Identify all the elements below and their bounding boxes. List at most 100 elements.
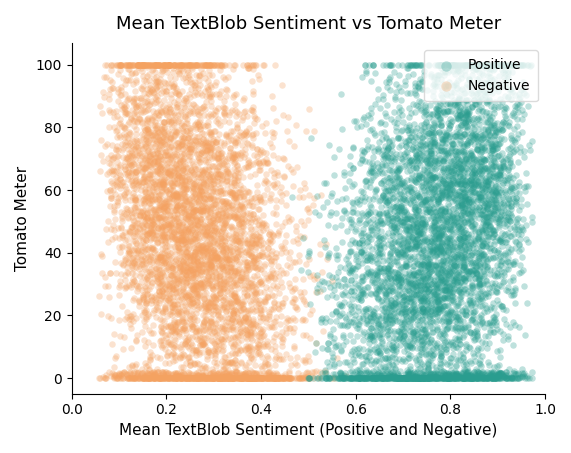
Negative [264, 375, 273, 382]
Negative [209, 227, 218, 234]
Positive [449, 61, 459, 68]
Positive [419, 184, 428, 191]
Negative [202, 334, 211, 342]
Negative [195, 171, 204, 178]
Positive [327, 292, 336, 299]
Negative [176, 62, 186, 69]
Positive [480, 130, 489, 138]
Positive [461, 155, 470, 163]
Positive [472, 146, 481, 153]
Positive [339, 322, 348, 329]
Positive [503, 209, 512, 216]
Negative [200, 299, 210, 306]
Negative [210, 226, 219, 234]
Positive [431, 165, 440, 173]
Positive [401, 259, 410, 266]
Positive [361, 366, 370, 373]
Positive [518, 61, 527, 68]
Positive [329, 325, 338, 333]
Positive [453, 375, 462, 382]
Positive [515, 240, 524, 247]
Positive [425, 248, 434, 255]
Negative [176, 227, 185, 235]
Positive [505, 375, 514, 382]
Positive [440, 268, 449, 275]
Positive [415, 375, 424, 382]
Positive [427, 280, 436, 288]
Positive [441, 346, 450, 353]
Negative [153, 224, 162, 231]
Positive [429, 267, 439, 274]
Negative [300, 373, 309, 381]
Negative [150, 375, 159, 382]
Negative [263, 185, 272, 193]
Positive [422, 155, 431, 162]
Positive [368, 125, 377, 133]
Positive [380, 364, 389, 371]
Positive [477, 315, 486, 322]
Negative [250, 375, 259, 382]
Negative [173, 211, 182, 218]
Positive [432, 370, 441, 377]
Positive [483, 218, 492, 226]
Positive [430, 262, 439, 269]
Positive [409, 271, 418, 278]
Positive [509, 61, 518, 68]
Negative [236, 223, 246, 231]
Negative [186, 315, 195, 323]
Positive [468, 61, 477, 68]
Negative [164, 243, 174, 250]
Positive [483, 255, 492, 263]
Positive [448, 280, 457, 288]
Positive [441, 317, 451, 324]
Negative [214, 170, 223, 177]
Negative [225, 248, 234, 255]
Positive [477, 200, 486, 207]
Negative [134, 182, 143, 189]
Negative [196, 72, 205, 79]
Negative [276, 313, 286, 320]
Positive [424, 129, 433, 136]
Negative [279, 269, 288, 276]
Positive [411, 164, 420, 171]
Negative [180, 174, 189, 181]
Negative [232, 331, 242, 338]
Negative [120, 124, 129, 131]
Positive [459, 186, 468, 193]
Negative [309, 375, 318, 382]
Negative [236, 373, 245, 380]
Negative [238, 371, 247, 378]
Positive [381, 293, 391, 300]
Negative [238, 246, 247, 253]
Negative [199, 374, 208, 381]
Negative [156, 226, 166, 233]
Positive [364, 238, 373, 245]
Negative [239, 154, 248, 161]
Negative [154, 287, 163, 294]
Negative [247, 354, 256, 361]
Positive [437, 372, 447, 379]
Negative [191, 333, 200, 340]
Positive [408, 266, 417, 273]
Negative [134, 216, 143, 223]
Negative [117, 243, 126, 250]
Positive [390, 257, 399, 264]
Negative [148, 223, 158, 230]
Positive [357, 248, 366, 255]
Positive [486, 142, 496, 149]
Positive [392, 298, 401, 305]
Negative [179, 218, 188, 225]
Negative [207, 222, 216, 229]
Positive [477, 142, 486, 149]
Negative [124, 227, 134, 235]
Negative [131, 249, 140, 256]
Positive [415, 176, 424, 183]
Negative [159, 203, 168, 210]
Positive [414, 245, 423, 252]
Negative [267, 238, 276, 245]
Negative [149, 375, 158, 382]
Positive [469, 155, 478, 162]
Negative [187, 326, 196, 333]
Negative [219, 374, 228, 381]
Negative [112, 127, 121, 135]
